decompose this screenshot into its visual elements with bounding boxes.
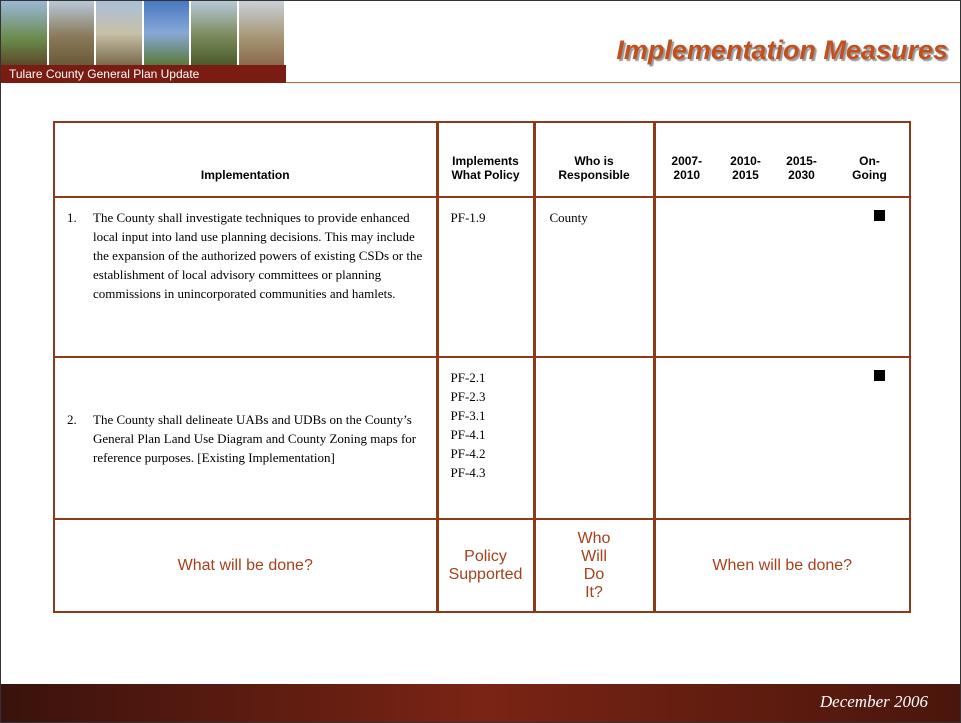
implementation-cell: 1. The County shall investigate technique… <box>53 196 438 358</box>
column-header: 2007-2010 <box>652 121 718 198</box>
timing-cell <box>652 196 911 358</box>
text: 2015-2030 <box>786 154 817 182</box>
text: 2007-2010 <box>671 154 703 182</box>
policy-cell: PF-1.9 <box>435 196 535 358</box>
text: 2010-2015 <box>730 154 761 182</box>
policy: PF-4.1 <box>450 427 486 442</box>
summary-cell: What will be done? <box>53 518 438 613</box>
policy-cell: PF-2.1 PF-2.3 PF-3.1 PF-4.1 PF-4.2 PF-4.… <box>435 356 535 520</box>
text: On-Going <box>852 154 887 182</box>
row-number: 1. <box>67 210 77 225</box>
policy: PF-4.3 <box>450 465 486 480</box>
responsible-cell <box>532 356 655 520</box>
summary-cell: Who Will Do It? <box>532 518 655 613</box>
column-header: Who is Responsible <box>532 121 655 198</box>
text: Who is Responsible <box>558 154 630 182</box>
responsible-cell: County <box>532 196 655 358</box>
implementation-table: Implementation Implements What Policy Wh… <box>53 121 911 613</box>
policy: PF-2.3 <box>450 389 486 404</box>
column-header: 2015-2030 <box>773 121 830 198</box>
footer-bar: December 2006 <box>1 684 960 722</box>
column-header: Implements What Policy <box>435 121 535 198</box>
policy: PF-1.9 <box>450 210 486 225</box>
text: Who Will Do It? <box>577 529 611 601</box>
header-caption: Tulare County General Plan Update <box>1 65 286 83</box>
column-header: 2010-2015 <box>718 121 773 198</box>
column-header: Implementation <box>53 121 438 198</box>
column-header: On-Going <box>830 121 911 198</box>
row-text: The County shall delineate UABs and UDBs… <box>93 411 417 465</box>
row-number: 2. <box>67 411 77 427</box>
summary-cell: When will be done? <box>652 518 911 613</box>
text: Implements What Policy <box>451 154 520 182</box>
header-photos <box>1 1 286 65</box>
ongoing-marker <box>873 370 885 381</box>
footer-date: December 2006 <box>819 692 928 711</box>
policy: PF-3.1 <box>450 408 486 423</box>
summary-cell: Policy Supported <box>435 518 535 613</box>
policy: PF-4.2 <box>450 446 486 461</box>
implementation-cell: 2. The County shall delineate UABs and UD… <box>53 356 438 520</box>
slide-title: Implementation Measures <box>616 35 948 65</box>
responsible <box>536 358 653 368</box>
row-text: The County shall investigate techniques … <box>93 210 423 301</box>
timing-cell <box>652 356 911 520</box>
ongoing-marker <box>873 210 885 221</box>
policy: PF-2.1 <box>450 370 486 385</box>
responsible: County <box>549 210 588 225</box>
header-rule <box>286 82 960 83</box>
